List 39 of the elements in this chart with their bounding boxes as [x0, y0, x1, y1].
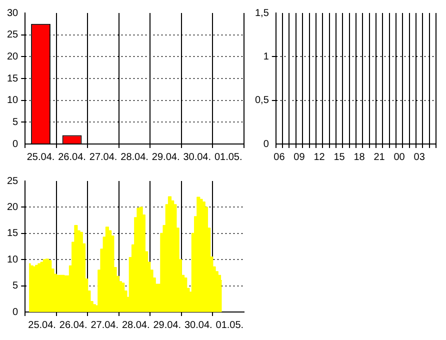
x-tick-label: 12: [314, 152, 326, 163]
x-tick-label: 06: [274, 152, 286, 163]
y-tick-label: 30: [7, 8, 19, 19]
y-tick-label: 10: [7, 95, 19, 106]
y-tick-label: 25: [7, 176, 19, 187]
x-tick-label: 01.05.: [214, 152, 242, 163]
y-tick-label: 5: [12, 116, 19, 128]
x-tick-label: 28.04.: [122, 320, 150, 331]
y-tick-label: 0: [12, 138, 19, 150]
y-tick-label: 1,5: [254, 8, 270, 19]
y-tick-label: 20: [7, 51, 19, 62]
y-tick-label: 0: [263, 138, 270, 150]
y-tick-label: 0: [12, 306, 19, 318]
y-tick-label: 25: [7, 30, 19, 41]
x-tick-label: 03: [414, 152, 426, 163]
x-tick-label: 30.04.: [184, 320, 212, 331]
x-tick-label: 25.04.: [26, 152, 55, 163]
y-tick-label: 15: [7, 228, 19, 240]
x-tick-label: 27.04.: [90, 320, 118, 331]
x-tick-label: 29.04.: [152, 152, 180, 163]
x-tick-label: 01.05.: [216, 320, 244, 331]
x-tick-label: 18: [354, 152, 366, 163]
x-tick-label: 25.04.: [28, 320, 56, 331]
y-tick-label: 0,5: [254, 95, 270, 106]
x-tick-label: 21: [374, 152, 386, 163]
x-tick-label: 30.04.: [183, 152, 212, 163]
x-tick-label: 00: [394, 152, 406, 163]
y-tick-label: 5: [12, 280, 19, 292]
y-tick-label: 10: [7, 254, 19, 266]
x-tick-label: 26.04.: [59, 320, 88, 331]
y-tick-label: 20: [7, 202, 19, 213]
x-tick-label: 15: [334, 152, 346, 163]
y-tick-label: 15: [7, 73, 19, 84]
x-tick-label: 29.04.: [153, 320, 182, 331]
x-tick-label: 27.04.: [89, 152, 118, 163]
y-tick-label: 1: [263, 51, 270, 62]
x-tick-label: 09: [294, 152, 306, 163]
x-tick-label: 28.04.: [120, 152, 148, 163]
x-tick-label: 26.04.: [58, 152, 86, 163]
